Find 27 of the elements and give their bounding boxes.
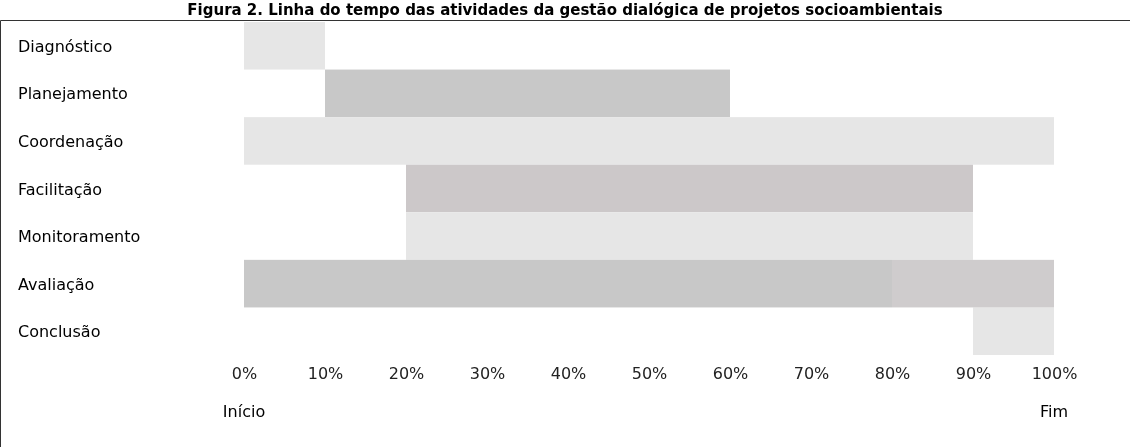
x-tick-label: 50% [631,364,668,384]
x-tick-label: 60% [712,364,749,384]
y-tick-label: Facilitação [18,179,103,199]
y-tick-label: Avaliação [18,274,95,294]
y-tick-label: Monitoramento [18,227,141,247]
y-tick-label: Conclusão [18,322,101,342]
bar [325,69,730,118]
x-tick-label: 100% [1031,364,1078,384]
x-tick-label: 20% [388,364,425,384]
text: Fim [1039,402,1069,421]
bar [973,307,1054,355]
x-tick-label: 90% [955,364,992,384]
bar [244,22,325,70]
x-tick-label: 80% [874,364,911,384]
bar [406,164,973,213]
bar [406,212,973,260]
x-tick-label: 70% [793,364,830,384]
text: Início [222,402,266,421]
chart-title: Figura 2. Linha do tempo das atividades da gestão dialógica de projetos socioambientais [187,1,943,19]
y-tick-label: Coordenação [18,131,124,151]
y-tick-label: Planejamento [18,84,128,104]
x-tick-label: 40% [550,364,587,384]
x-tick-label: 0% [231,364,258,384]
x-tick-label: 10% [307,364,344,384]
y-tick-label: Diagnóstico [18,36,113,56]
x-tick-label: 30% [469,364,506,384]
bar [244,117,1054,165]
